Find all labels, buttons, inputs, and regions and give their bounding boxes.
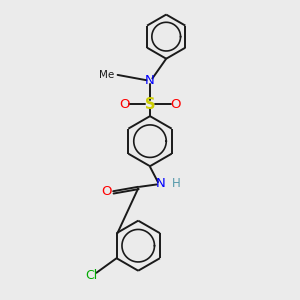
- Text: S: S: [145, 97, 155, 112]
- Text: Me: Me: [99, 70, 115, 80]
- Text: O: O: [170, 98, 180, 111]
- Text: N: N: [155, 177, 165, 190]
- Text: O: O: [101, 185, 112, 198]
- Text: Cl: Cl: [85, 268, 97, 282]
- Text: H: H: [172, 177, 181, 190]
- Text: O: O: [120, 98, 130, 111]
- Text: N: N: [145, 74, 155, 87]
